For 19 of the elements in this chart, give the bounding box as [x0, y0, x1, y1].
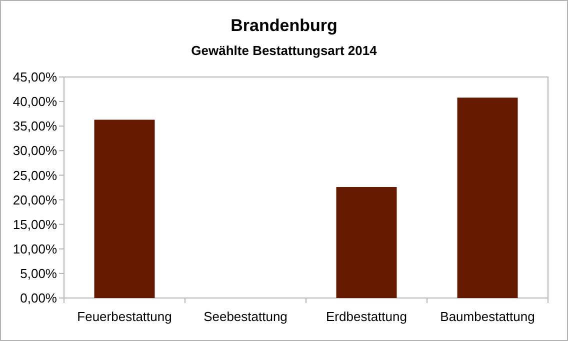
y-tick-label: 25,00% — [12, 168, 58, 183]
y-tick-label: 5,00% — [20, 266, 58, 281]
bar — [457, 98, 518, 298]
x-tick-label: Baumbestattung — [440, 309, 535, 324]
x-tick-label: Feuerbestattung — [77, 309, 172, 324]
y-tick-label: 0,00% — [20, 290, 58, 306]
y-tick-label: 10,00% — [12, 241, 58, 256]
y-tick-label: 35,00% — [12, 118, 58, 134]
chart-subtitle: Gewählte Bestattungsart 2014 — [191, 43, 378, 58]
y-tick-label: 40,00% — [12, 94, 58, 110]
bar — [94, 120, 155, 298]
y-tick-label: 15,00% — [12, 216, 58, 232]
bar — [336, 187, 397, 298]
y-tick-label: 30,00% — [12, 143, 58, 158]
y-tick-label: 20,00% — [12, 192, 58, 208]
x-tick-label: Seebestattung — [204, 309, 288, 324]
y-tick-label: 45,00% — [12, 70, 58, 85]
x-tick-label: Erdbestattung — [326, 309, 407, 324]
chart-title: Brandenburg — [230, 16, 338, 35]
